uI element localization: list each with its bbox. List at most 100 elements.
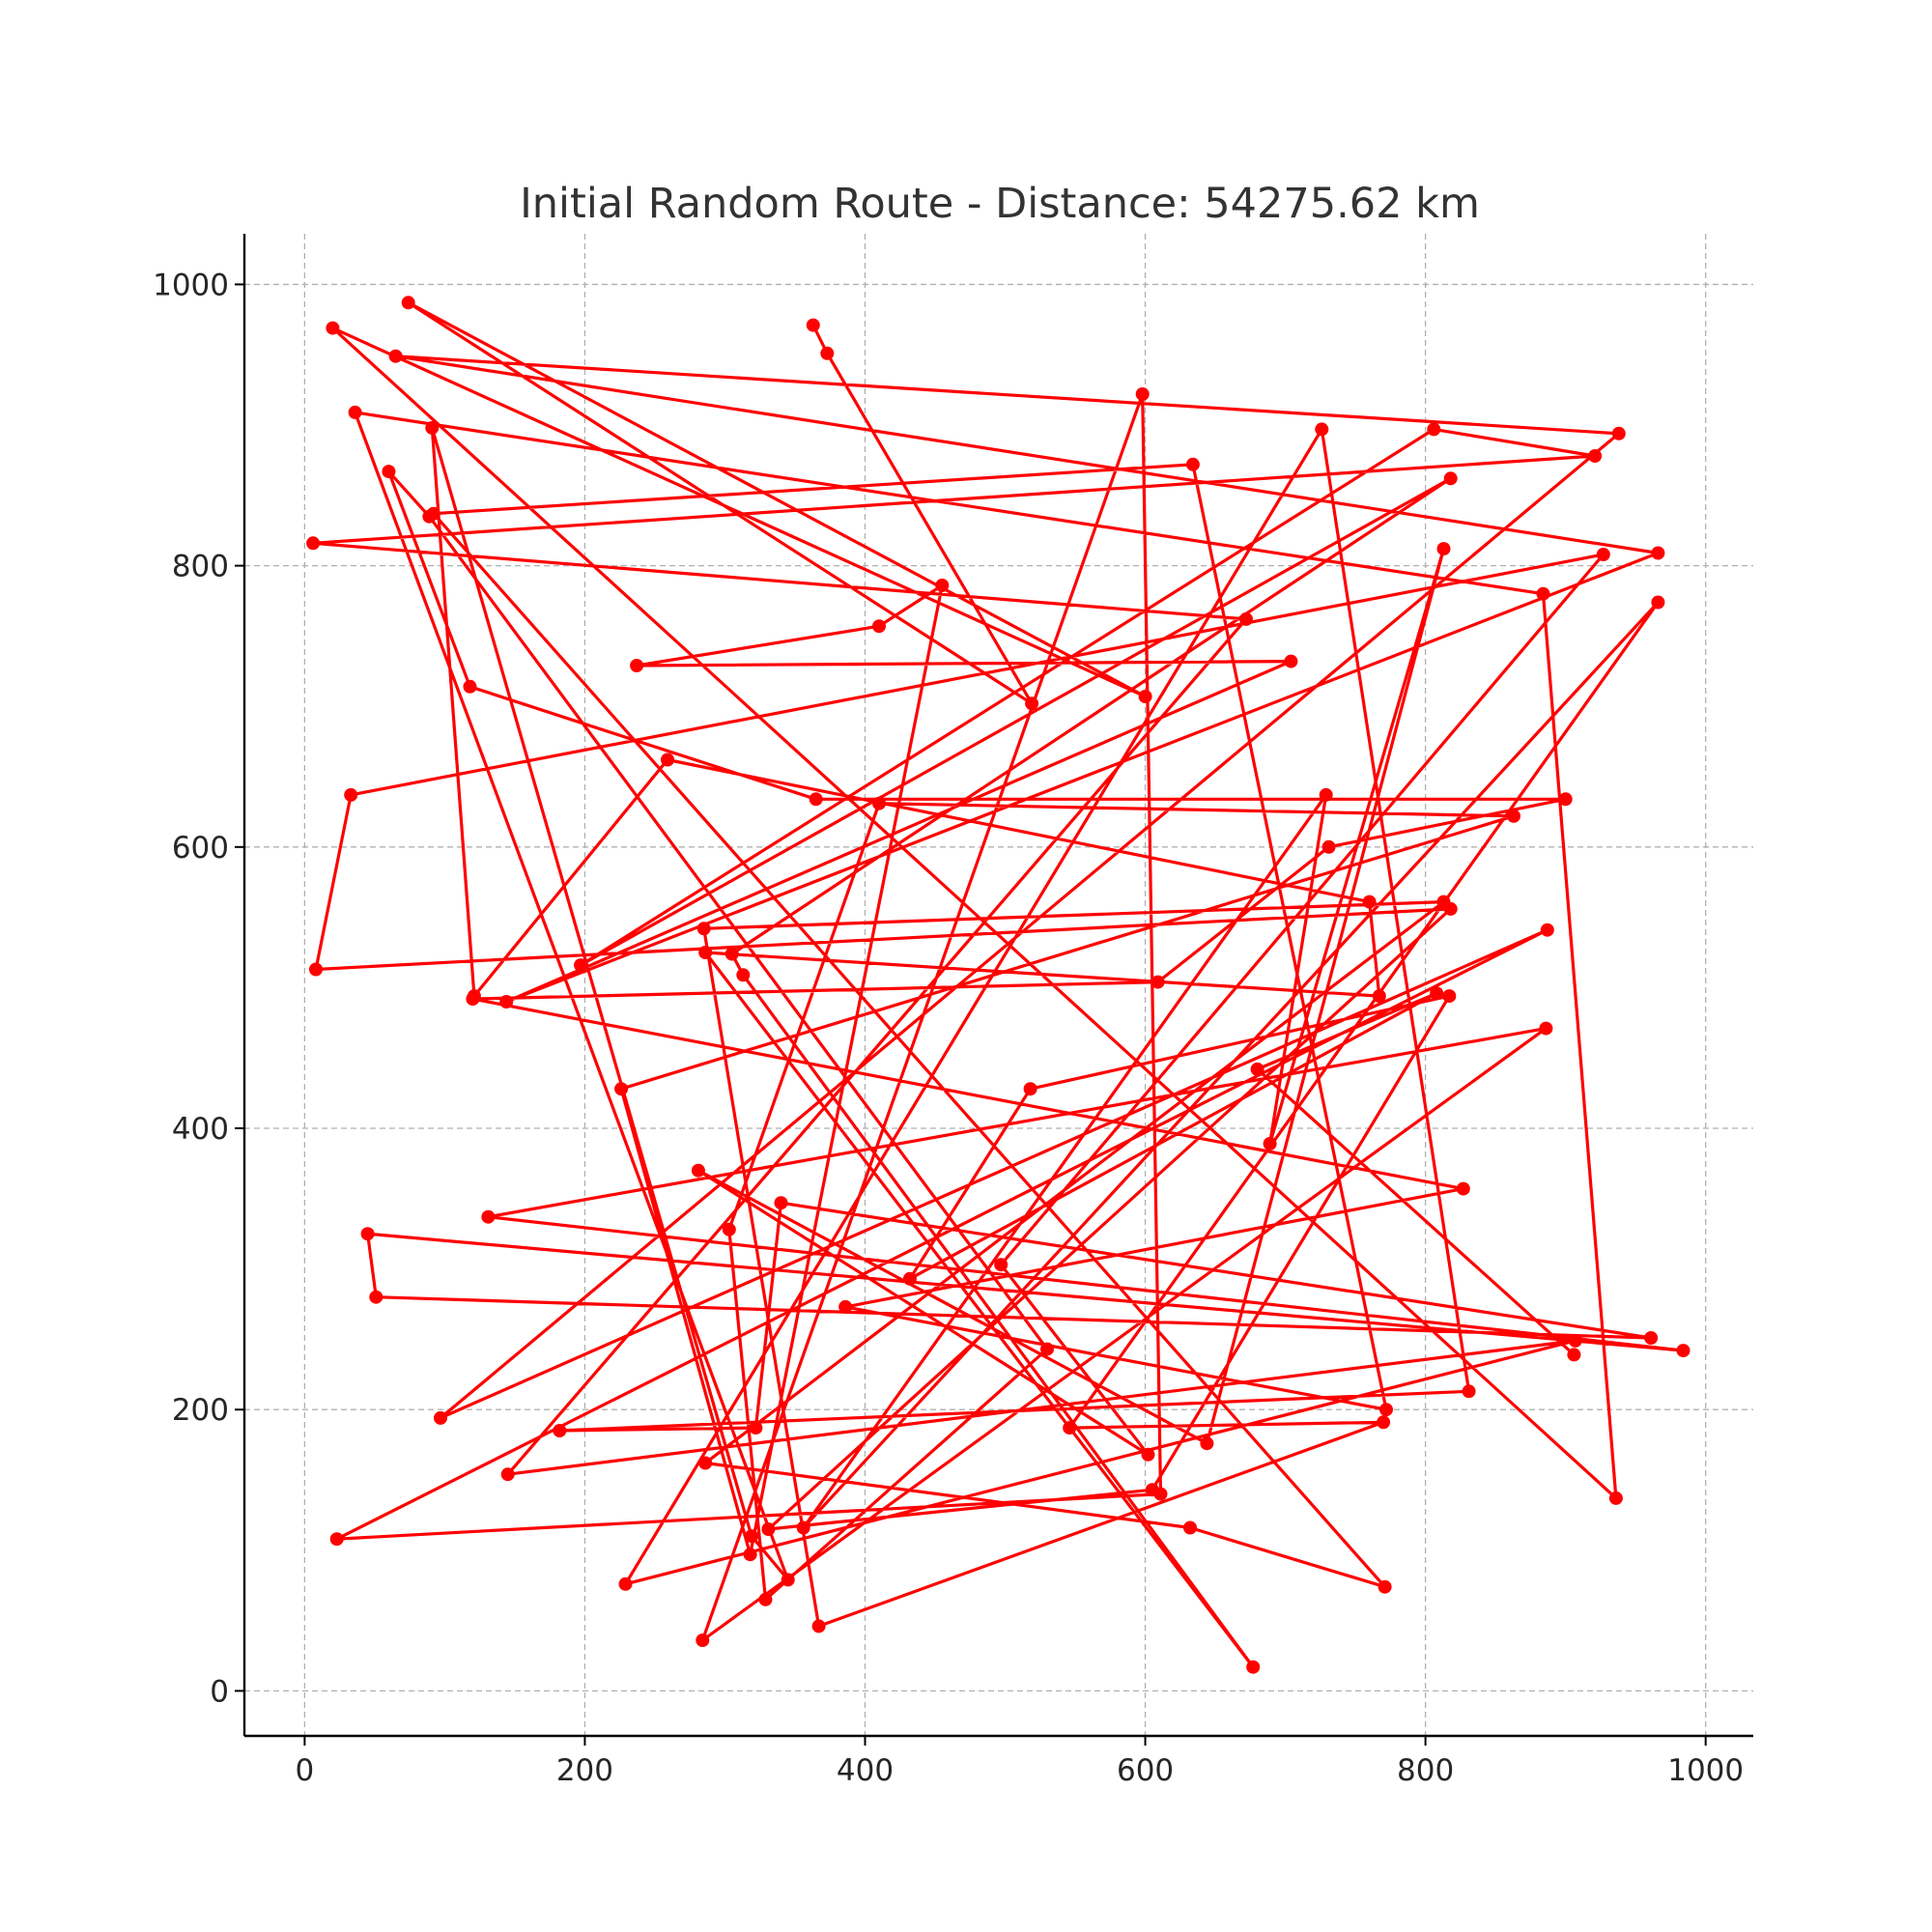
route-city-point: [1315, 422, 1329, 437]
route-city-point: [1442, 989, 1457, 1004]
route-city-point: [1540, 923, 1554, 937]
route-city-point: [935, 579, 950, 592]
route-city-point: [1200, 1436, 1214, 1451]
route-city-point: [1319, 787, 1333, 802]
route-city-point: [1284, 654, 1298, 668]
route-city-point: [382, 465, 396, 479]
route-city-point: [1588, 449, 1603, 463]
route-city-point: [344, 787, 358, 802]
route-city-point: [811, 1619, 826, 1634]
route-city-point: [1246, 1660, 1261, 1674]
route-city-point: [348, 405, 362, 419]
route-city-point: [691, 1163, 705, 1178]
route-city-point: [1443, 471, 1458, 486]
route-city-point: [1183, 1520, 1197, 1535]
route-city-point: [1378, 1579, 1392, 1594]
route-city-point: [745, 1529, 758, 1544]
x-tick-label: 600: [1117, 1753, 1174, 1788]
route-city-point: [1250, 1062, 1264, 1076]
route-city-point: [1539, 1021, 1553, 1036]
route-city-point: [661, 753, 674, 767]
route-city-point: [698, 1456, 713, 1470]
route-city-point: [736, 968, 751, 982]
route-city-point: [1023, 1082, 1037, 1096]
route-city-point: [500, 1467, 515, 1482]
y-tick-label: 0: [210, 1674, 229, 1709]
route-city-point: [1138, 690, 1152, 703]
route-city-point: [401, 296, 415, 310]
route-city-point: [1377, 1415, 1391, 1430]
y-tick-label: 600: [172, 831, 229, 866]
route-city-point: [574, 958, 588, 973]
x-tick-label: 0: [295, 1753, 314, 1788]
route-city-point: [618, 1577, 633, 1591]
y-tick-label: 1000: [153, 268, 229, 302]
route-city-point: [796, 1520, 810, 1535]
x-tick-label: 1000: [1667, 1753, 1744, 1788]
x-tick-label: 200: [556, 1753, 613, 1788]
route-city-point: [1567, 1348, 1581, 1362]
route-city-point: [1644, 1331, 1659, 1345]
route-series: [306, 296, 1690, 1674]
route-city-point: [1568, 1333, 1582, 1348]
route-city-point: [749, 1421, 763, 1435]
route-city-point: [809, 792, 823, 807]
chart-title: Initial Random Route - Distance: 54275.6…: [520, 180, 1480, 228]
route-city-point: [1462, 1384, 1476, 1399]
route-city-point: [758, 1592, 773, 1606]
route-city-point: [481, 1209, 496, 1224]
route-city-point: [1436, 542, 1451, 556]
route-city-point: [1239, 611, 1253, 626]
route-city-point: [1145, 1483, 1159, 1497]
route-city-point: [696, 922, 711, 936]
x-tick-label: 400: [837, 1753, 894, 1788]
route-city-point: [761, 1522, 776, 1536]
x-tick-label: 800: [1397, 1753, 1454, 1788]
route-city-point: [1427, 422, 1441, 437]
route-city-point: [1141, 1447, 1155, 1462]
route-city-point: [743, 1548, 757, 1562]
route-city-point: [872, 619, 886, 634]
route-city-point: [434, 1410, 447, 1425]
route-city-point: [724, 947, 739, 961]
route-city-point: [1362, 895, 1377, 909]
route-city-point: [1025, 696, 1039, 711]
route-city-point: [696, 1634, 710, 1647]
y-tick-label: 200: [172, 1393, 229, 1428]
route-city-point: [1135, 387, 1150, 401]
route-city-point: [499, 995, 514, 1009]
route-city-point: [329, 1532, 344, 1547]
route-city-point: [806, 318, 820, 332]
route-city-point: [1608, 1491, 1623, 1505]
route-city-point: [1651, 595, 1665, 610]
route-city-point: [994, 1258, 1009, 1272]
y-tick-label: 400: [172, 1112, 229, 1147]
route-city-point: [388, 349, 403, 363]
route-city-point: [722, 1222, 736, 1236]
route-city-point: [1430, 986, 1444, 1001]
route-city-point: [1151, 975, 1165, 989]
route-city-point: [1676, 1344, 1690, 1358]
route-city-point: [630, 659, 644, 672]
route-city-point: [1321, 839, 1336, 854]
route-city-point: [463, 679, 477, 694]
route-city-point: [1372, 989, 1386, 1004]
route-city-point: [838, 1299, 853, 1314]
route-city-point: [1651, 546, 1665, 560]
route-city-point: [360, 1227, 375, 1241]
route-city-point: [1558, 792, 1573, 807]
route-city-point: [466, 992, 480, 1007]
route-city-point: [1443, 901, 1458, 916]
route-city-point: [1263, 1137, 1277, 1151]
route-city-point: [781, 1573, 795, 1587]
route-city-point: [872, 796, 886, 810]
route-city-point: [553, 1424, 567, 1437]
route-city-point: [306, 536, 321, 551]
route-city-point: [326, 321, 340, 335]
route-city-point: [774, 1196, 788, 1210]
route-city-point: [426, 506, 440, 521]
axis-ticks: 0 200 400 600 800 1000 0 200 400 600 800 1000: [153, 268, 1744, 1788]
route-city-point: [1379, 1403, 1393, 1417]
